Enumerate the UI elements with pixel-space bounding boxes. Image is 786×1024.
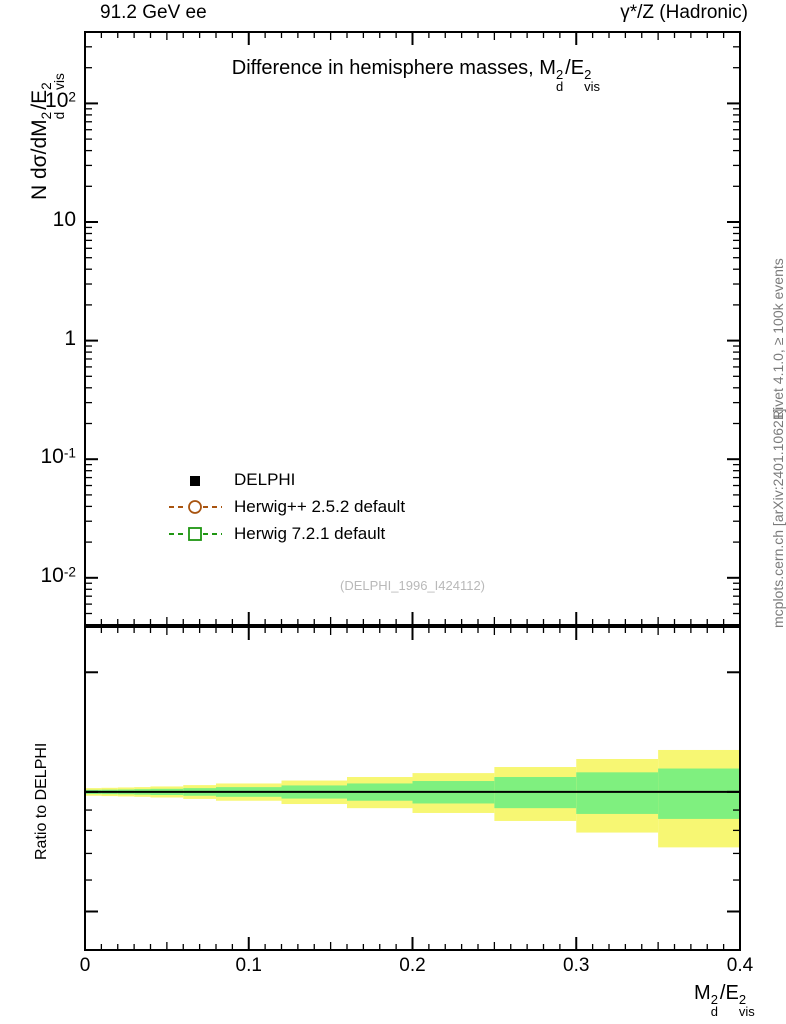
main-y-axis-tick-label: 1	[64, 326, 76, 350]
legend-swatch-herwigpp	[168, 497, 224, 517]
x-axis-tick-label: 0.2	[399, 955, 426, 976]
x-axis-tick-label: 0.3	[563, 955, 590, 976]
legend-entry-herwigpp: Herwig++ 2.5.2 default	[168, 493, 405, 520]
main-y-axis-tick-label: 102	[45, 89, 76, 113]
legend-entry-delphi: DELPHI	[168, 466, 405, 493]
xlabel-pre: M	[694, 982, 711, 1004]
x-axis-tick-label: 0.4	[726, 955, 754, 976]
header-process-label: γ*/Z (Hadronic)	[620, 2, 748, 23]
main-y-axis-tick-label: 10-1	[40, 445, 77, 469]
main-y-axis-tick-label: 10	[52, 208, 76, 231]
x-axis-tick-label: 0	[79, 955, 91, 976]
header-beam-label: 91.2 GeV ee	[100, 2, 207, 23]
legend-label-herwig7: Herwig 7.2.1 default	[234, 523, 386, 543]
ratio-error-band-inner	[576, 772, 659, 814]
main-title-mid: /E	[565, 57, 585, 79]
legend-swatch-herwig7	[168, 524, 224, 544]
x-axis-tick-label: 0.1	[235, 955, 262, 976]
legend-entry-herwig7: Herwig 7.2.1 default	[168, 520, 405, 547]
legend-label-delphi: DELPHI	[234, 469, 296, 489]
main-y-axis-tick-label: 10-2	[40, 563, 77, 587]
legend-label-herwigpp: Herwig++ 2.5.2 default	[234, 496, 406, 516]
xlabel-mid: /E	[719, 982, 739, 1004]
ratio-error-band-inner	[658, 768, 740, 819]
legend-swatch-delphi	[168, 470, 224, 490]
analysis-id-watermark: (DELPHI_1996_I424112)	[339, 578, 486, 593]
legend: DELPHI Herwig++ 2.5.2 default Herwig 7	[168, 466, 405, 547]
main-title-prefix: Difference in hemisphere masses, M	[231, 57, 556, 79]
